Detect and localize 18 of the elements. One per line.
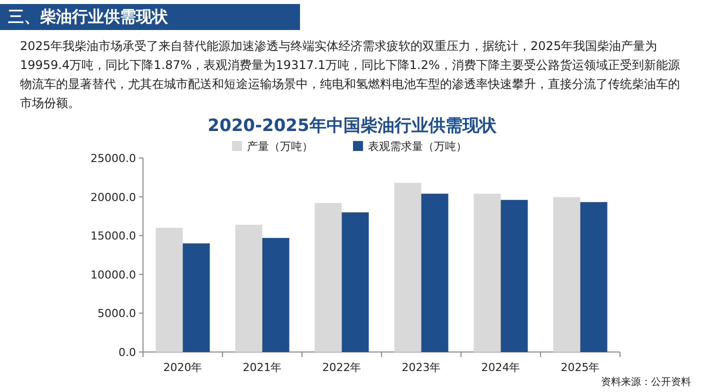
source: 资料来源：公开资料 xyxy=(601,376,691,389)
y-tick-label: 20000.0 xyxy=(90,190,136,204)
x-tick-label: 2024年 xyxy=(481,361,520,374)
y-tick-label: 25000.0 xyxy=(90,152,136,165)
x-tick-label: 2021年 xyxy=(242,361,282,374)
paragraph: 2025年我柴油市场承受了来自替代能源加速渗透与终端实体经济需求疲软的双重压力，据统计，2025年我国柴油产量为19959.4万吨，同比下降1.87%，表观消费量为19317.1万吨，同比下降1.2%，消费下降主要受公路货运领域正受到新能源物流车的显著替代，尤其在城市配送和短途运输场景中，纯电和氢燃料电池车型的渗透率快速攀升，直接分流了传统柴油车的市场份额。 xyxy=(20,38,681,112)
y-tick-label: 15000.0 xyxy=(90,230,136,243)
y-tick-label: 5000.0 xyxy=(98,307,136,320)
title: 2020-2025年中国柴油行业供需现状 xyxy=(208,116,496,136)
y-tick-label: 10000.0 xyxy=(90,268,136,282)
legend-label: 表观需求量（万吨） xyxy=(368,140,467,153)
x-tick-label: 2023年 xyxy=(402,361,441,374)
y-tick-label: 0.0 xyxy=(118,346,136,359)
x-tick-label: 2020年 xyxy=(163,361,202,374)
x-tick-label: 2025年 xyxy=(560,361,600,374)
heading: 三、柴油行业供需现状 xyxy=(0,4,300,30)
x-tick-label: 2022年 xyxy=(322,361,362,374)
legend-label: 产量（万吨） xyxy=(247,140,313,153)
